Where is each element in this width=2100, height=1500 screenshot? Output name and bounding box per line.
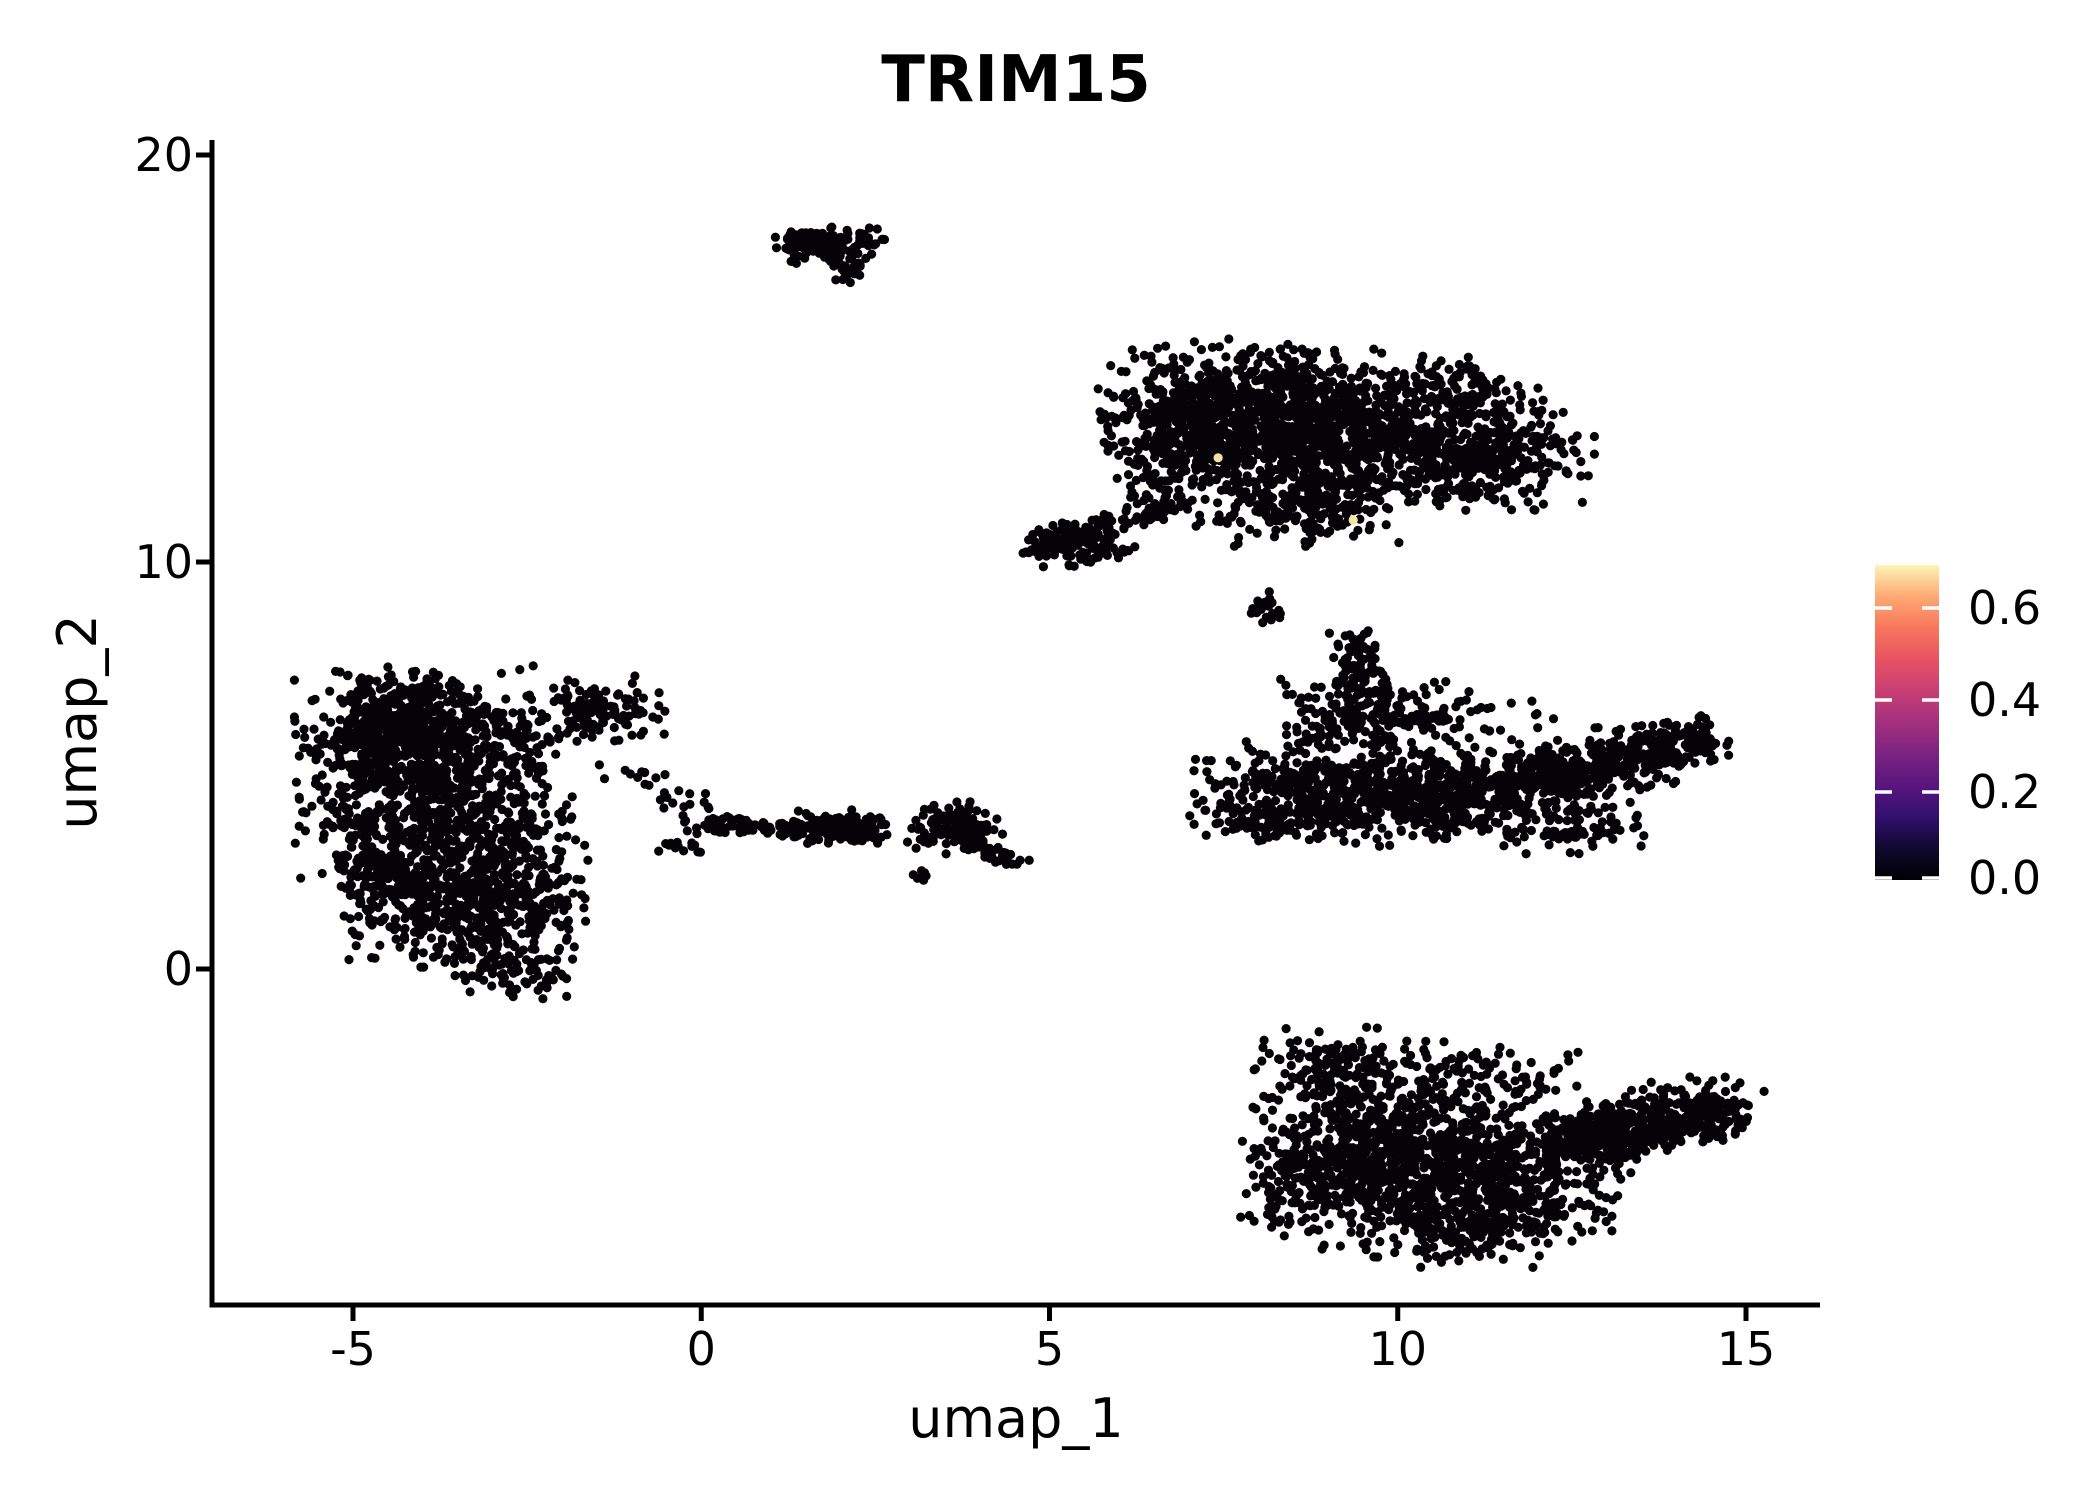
x-tick-label: 15 <box>1716 1322 1776 1376</box>
x-tick-label: 0 <box>686 1322 716 1376</box>
x-axis-label: umap_1 <box>908 1387 1124 1450</box>
plot-title: TRIM15 <box>881 43 1151 117</box>
y-axis-label: umap_2 <box>46 614 109 830</box>
x-tick-label: 10 <box>1368 1322 1428 1376</box>
high-expression-point <box>1348 515 1358 525</box>
y-tick-label: 10 <box>134 535 193 589</box>
colorbar-tick-label: 0.2 <box>1968 765 2042 819</box>
colorbar-tick-label: 0.0 <box>1968 851 2042 905</box>
y-tick-label: 20 <box>134 128 193 182</box>
x-tick-label: -5 <box>330 1322 376 1376</box>
y-tick-label: 0 <box>163 942 193 996</box>
cell-points-path <box>289 222 1769 1273</box>
axes <box>196 140 1820 1321</box>
scatter-points <box>289 222 1769 1273</box>
colorbar-tick-label: 0.4 <box>1968 673 2042 727</box>
high-expression-point <box>1213 453 1223 463</box>
x-tick-label: 5 <box>1034 1322 1065 1376</box>
colorbar <box>1875 565 1939 880</box>
colorbar-bar <box>1875 565 1939 880</box>
colorbar-tick-label: 0.6 <box>1968 581 2042 635</box>
axis-lines <box>209 140 1820 1308</box>
